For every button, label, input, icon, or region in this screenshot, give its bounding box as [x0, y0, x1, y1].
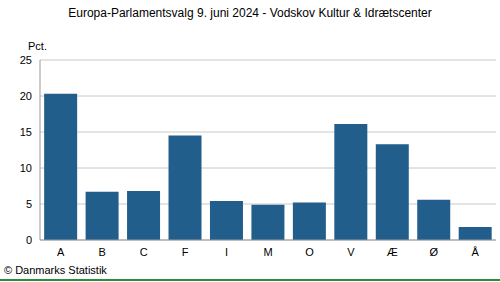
svg-text:A: A: [57, 246, 65, 258]
svg-text:0: 0: [26, 234, 32, 246]
svg-text:V: V: [347, 246, 355, 258]
svg-text:20: 20: [20, 90, 32, 102]
html-text:© Danmarks Statistik: © Danmarks Statistik: [4, 264, 107, 276]
svg-text:25: 25: [20, 54, 32, 66]
html-text:Pct.: Pct.: [28, 40, 47, 52]
svg-text:Ø: Ø: [430, 246, 439, 258]
svg-text:5: 5: [26, 198, 32, 210]
svg-text:15: 15: [20, 126, 32, 138]
svg-text:M: M: [263, 246, 272, 258]
svg-text:B: B: [99, 246, 106, 258]
html-text:Europa-Parlamentsvalg 9. juni: Europa-Parlamentsvalg 9. juni 2024 - Vod…: [68, 6, 432, 20]
svg-text:Æ: Æ: [387, 246, 398, 258]
svg-text:O: O: [305, 246, 314, 258]
svg-text:C: C: [140, 246, 148, 258]
svg-text:F: F: [182, 246, 189, 258]
svg-text:I: I: [225, 246, 228, 258]
svg-text:Å: Å: [472, 246, 480, 258]
svg-text:10: 10: [20, 162, 32, 174]
